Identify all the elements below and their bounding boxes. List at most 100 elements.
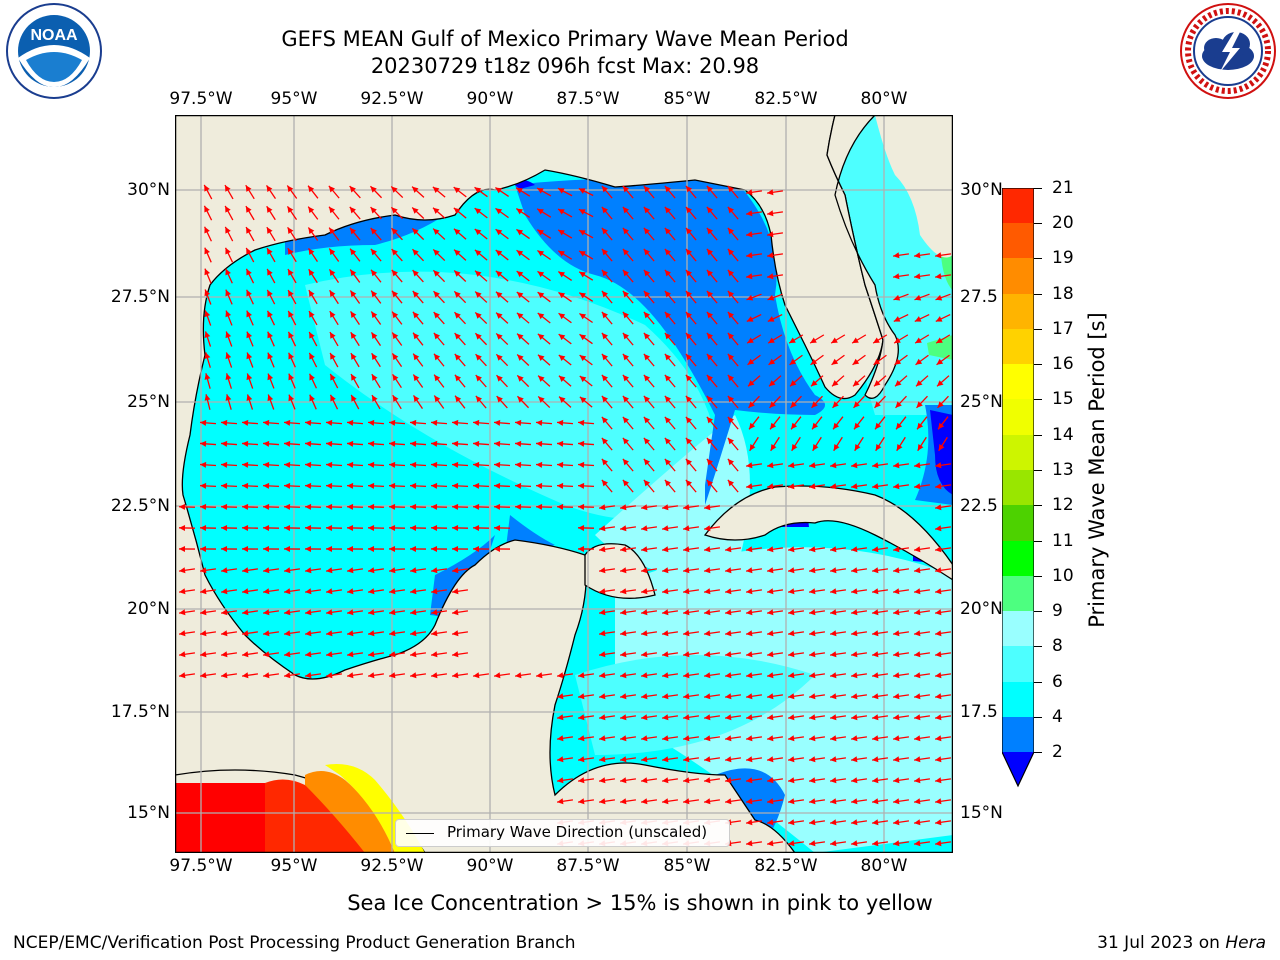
wave-vector (262, 482, 280, 489)
legend-label: Primary Wave Direction (unscaled) (447, 823, 708, 841)
wave-vector (892, 756, 910, 763)
wave-vector (850, 777, 868, 784)
lon-tick-bot: 80°W (860, 856, 908, 876)
colorbar-tick-mark (1034, 188, 1042, 189)
wave-vector (643, 458, 655, 472)
wave-vector (915, 354, 929, 366)
wave-vector (850, 609, 868, 616)
wave-vector (894, 354, 908, 366)
wave-direction-vectors (178, 184, 952, 847)
wave-vector (892, 819, 910, 826)
wave-vector (619, 651, 637, 658)
wave-vector (557, 208, 573, 218)
wave-vector (325, 482, 343, 489)
wave-vector (245, 268, 255, 284)
wave-vector (556, 482, 574, 489)
wave-vector (640, 651, 658, 658)
sea-ice-layer (175, 764, 425, 853)
wave-vector (745, 189, 763, 196)
wave-vector (601, 290, 613, 304)
wave-vector (578, 292, 594, 302)
wave-vector (622, 416, 634, 430)
wave-vector (328, 206, 340, 220)
wave-vector (934, 819, 952, 826)
wave-vector (430, 503, 448, 510)
wave-vector (537, 375, 551, 387)
wave-vector (727, 395, 739, 409)
wave-vector (412, 269, 424, 283)
wave-vector (706, 290, 718, 304)
wave-vector (286, 206, 298, 220)
wave-vector (787, 462, 805, 469)
wave-vector (325, 419, 343, 426)
wave-vector (350, 394, 360, 410)
wave-vector (640, 546, 658, 553)
chart-title: GEFS MEAN Gulf of Mexico Primary Wave Me… (281, 27, 849, 51)
wave-vector (409, 651, 427, 658)
wave-vector (304, 588, 322, 595)
wave-vector (536, 208, 552, 218)
wave-vector (745, 840, 763, 847)
wave-vector (535, 672, 553, 679)
lat-tick-left: 17.5°N (110, 702, 170, 722)
wave-vector (433, 311, 445, 325)
wave-vector (495, 332, 509, 346)
wave-vector (451, 567, 469, 574)
wave-vector (514, 419, 532, 426)
sea-ice-band (305, 771, 395, 853)
wave-vector (745, 819, 763, 826)
wave-vector (745, 609, 763, 616)
lon-tick-top: 80°W (860, 89, 908, 109)
wave-vector (204, 331, 212, 347)
colorbar-tick: 13 (1052, 460, 1074, 480)
wave-vector (430, 588, 448, 595)
wave-vector (474, 332, 488, 346)
wave-vector (346, 482, 364, 489)
wave-vector (766, 273, 784, 280)
wave-vector (409, 672, 427, 679)
wave-vector (283, 609, 301, 616)
wave-vector (409, 630, 427, 637)
wave-vector (619, 588, 637, 595)
wave-vector (577, 756, 595, 763)
wave-vector (746, 293, 762, 301)
wave-vector (367, 503, 385, 510)
wave-vector (850, 462, 868, 469)
wave-vector (787, 756, 805, 763)
wave-vector (640, 525, 658, 532)
wave-vector (619, 756, 637, 763)
wave-vector (199, 482, 217, 489)
wave-vector (874, 416, 886, 430)
wave-vector (262, 651, 280, 658)
wave-vector (433, 290, 445, 304)
wave-vector (557, 229, 573, 239)
wave-vector (578, 187, 594, 197)
wave-vector (451, 440, 469, 447)
wave-vector (787, 777, 805, 784)
wave-vector (643, 227, 655, 241)
wave-vector (262, 672, 280, 679)
wave-vector (598, 714, 616, 721)
sea-ice-solid (175, 783, 265, 853)
wave-vector (913, 609, 931, 616)
wave-vector (241, 440, 259, 447)
wave-vector (370, 206, 382, 220)
wave-vector (430, 440, 448, 447)
wave-vector (934, 714, 952, 721)
wave-vector (661, 609, 679, 616)
wave-vector (745, 651, 763, 658)
lon-tick-bot: 90°W (466, 856, 514, 876)
colorbar (1002, 188, 1034, 788)
wave-vector (853, 395, 865, 409)
wave-vector (283, 503, 301, 510)
wave-vector (745, 672, 763, 679)
wave-vector (745, 462, 763, 469)
wave-vector (622, 185, 634, 199)
wave-vector (516, 395, 530, 409)
wave-vector (640, 609, 658, 616)
wave-vector (811, 416, 823, 430)
lon-tick-top: 90°W (466, 89, 514, 109)
wave-vector (287, 247, 297, 263)
wave-vector (767, 293, 783, 301)
wave-vector (724, 735, 742, 742)
